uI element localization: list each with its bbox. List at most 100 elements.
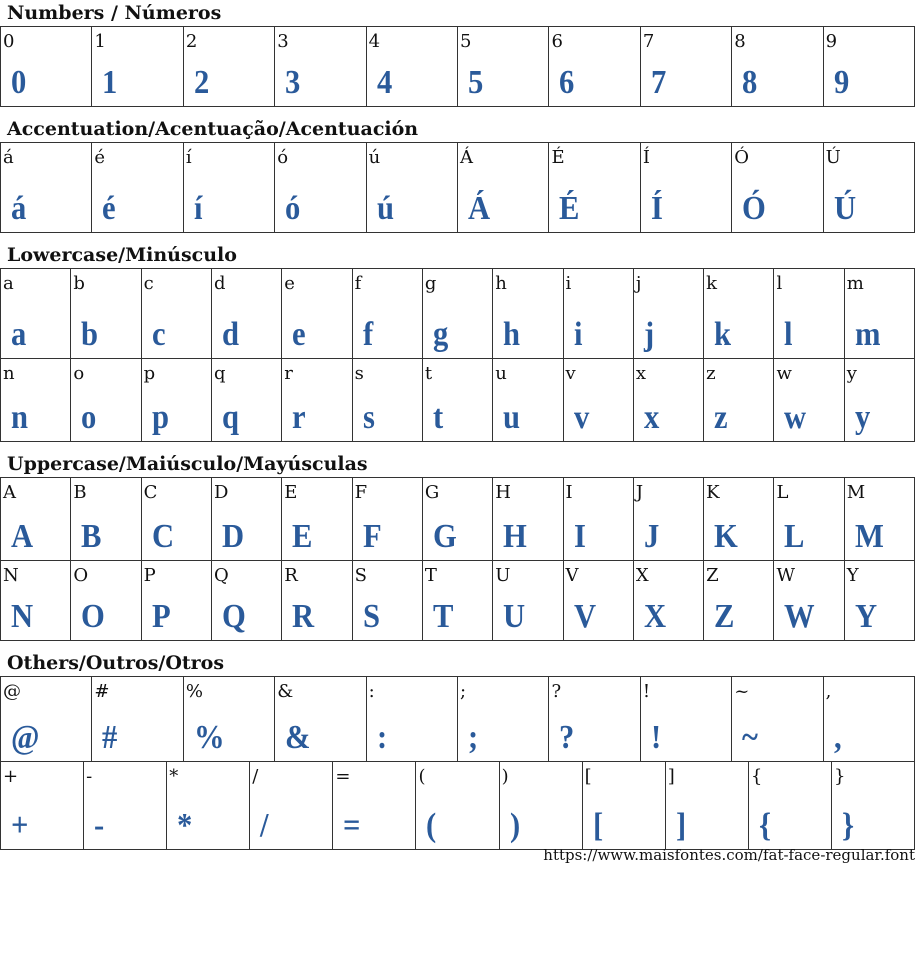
char-label: w [776,363,792,384]
glyph-sample: i [573,316,583,353]
glyph-cell: [[ [582,762,666,850]
glyph-sample: N [11,598,34,635]
glyph-sample: l [784,316,793,353]
char-label: 0 [3,31,15,52]
char-label: J [635,482,644,503]
glyph-sample: V [573,598,596,635]
glyph-sample: t [432,399,444,436]
glyph-sample: Í [650,190,663,227]
glyph-sample: W [784,598,816,635]
char-label: q [213,363,226,384]
glyph-sample: D [221,518,245,555]
glyph-sample: E [292,518,313,555]
glyph-cell: ,, [823,677,916,762]
char-label: e [284,273,295,294]
char-label: Ó [734,147,750,168]
glyph-sample: 7 [650,64,667,101]
glyph-cell: * * [167,762,251,850]
glyph-sample: 6 [559,64,575,101]
glyph-sample: { [758,807,771,844]
char-label: Á [460,147,474,168]
char-label: ! [642,681,651,702]
glyph-sample: 4 [376,64,392,101]
glyph-sample: r [292,399,306,436]
char-label: f [354,273,362,294]
char-label: T [424,565,437,586]
glyph-sample: : [376,719,387,756]
glyph-sample: & [285,719,311,756]
glyph-cell: + + [1,762,85,850]
glyph-sample: Y [854,598,877,635]
glyph-sample: M [854,518,884,555]
char-label: ú [368,147,381,168]
glyph-sample: - [94,807,105,844]
glyph-sample: h [503,316,521,353]
char-label: } [833,766,846,787]
char-label: x [635,363,646,384]
char-label: g [424,273,437,294]
glyph-sample: É [559,190,580,227]
char-label: A [3,482,16,503]
glyph-cell: (( [416,762,500,850]
char-label: 2 [185,31,198,52]
glyph-sample: á [11,190,27,227]
section-title: Accentuation/Acentuação/Acentuación [7,118,419,140]
glyph-sample: L [784,518,805,555]
char-label: b [73,273,85,294]
glyph-sample: T [432,598,454,635]
char-label: Y [846,565,859,586]
glyph-sample: K [714,518,738,555]
section-title: Others/Outros/Otros [7,652,225,674]
glyph-sample: % [193,719,225,756]
char-label: c [143,273,154,294]
char-label: 9 [825,31,838,52]
glyph-sample: p [151,399,169,436]
glyph-sample: } [841,807,855,844]
glyph-sample: w [784,399,807,436]
char-label: K [706,482,720,503]
glyph-sample: u [503,399,521,436]
char-label: { [750,766,763,787]
char-label: 1 [94,31,106,52]
source-url[interactable]: https://www.maisfontes.com/fat-face-regu… [543,846,915,864]
glyph-cell: %% [183,677,276,762]
char-label: [ [584,766,592,787]
glyph-cell: -- [84,762,168,850]
char-label: j [635,273,642,294]
glyph-cell: :: [366,677,459,762]
glyph-sample: * [177,807,193,844]
glyph-sample: 9 [833,64,849,101]
glyph-cell: !! [640,677,733,762]
glyph-sample: q [221,399,239,436]
glyph-sample: j [643,316,655,353]
glyph-sample: ó [285,190,301,227]
char-label: ? [551,681,562,702]
glyph-cell: {{ [748,762,832,850]
